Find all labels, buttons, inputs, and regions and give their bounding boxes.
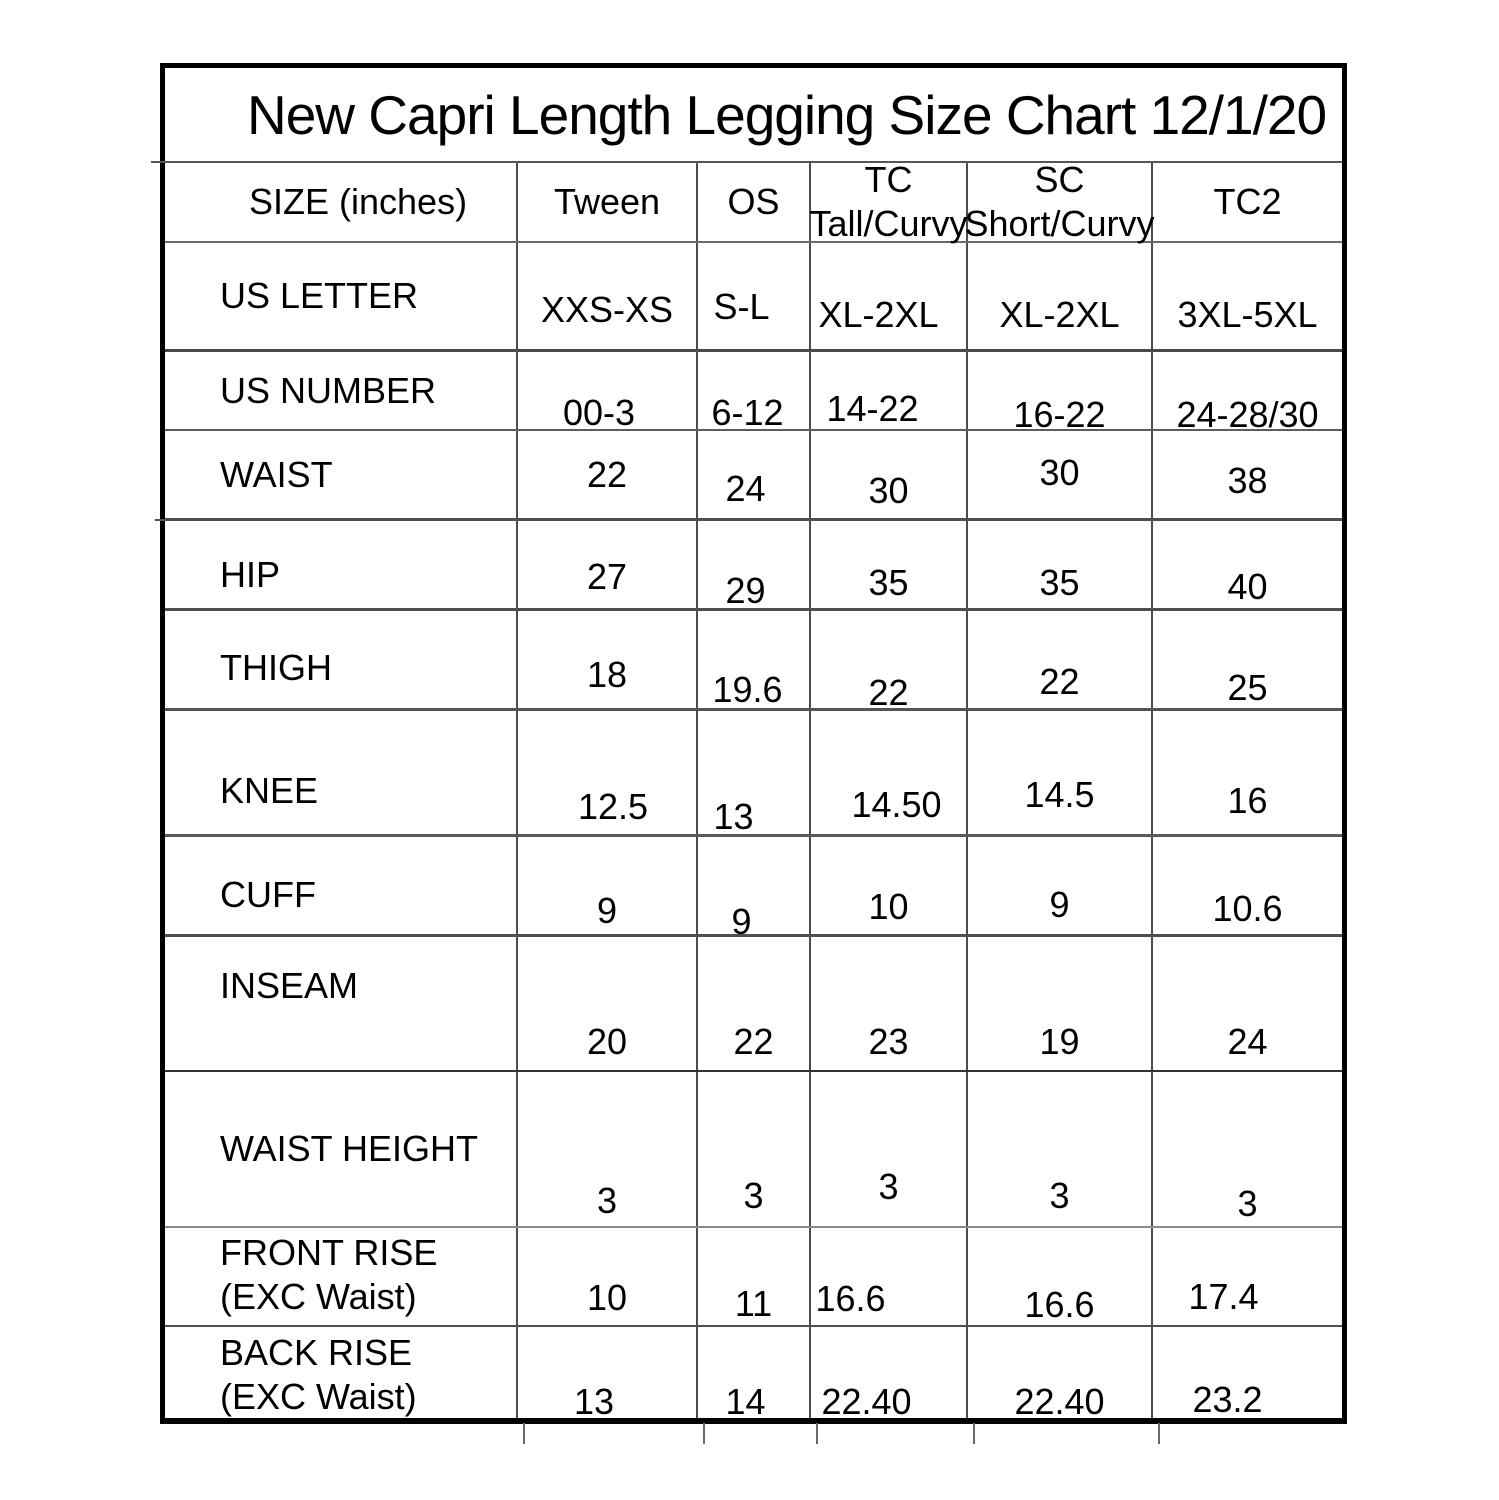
column-line-stub xyxy=(523,1423,525,1444)
value-cell: 14-22 xyxy=(811,352,968,429)
value-cell: 13 xyxy=(518,1327,698,1422)
chart-title: New Capri Length Legging Size Chart 12/1… xyxy=(165,68,1342,163)
value-cell: 3 xyxy=(698,1072,811,1226)
value-cell: 22 xyxy=(518,431,698,518)
header-row: SIZE (inches) Tween OS TC Tall/Curvy SC … xyxy=(165,159,1342,244)
column-header-tc: TC Tall/Curvy xyxy=(809,159,968,244)
value-cell: 18 xyxy=(518,611,698,708)
line-overhang xyxy=(151,161,165,163)
value-cell: 22.40 xyxy=(811,1327,968,1422)
value-cell: 30 xyxy=(811,431,968,518)
value-cell: 25 xyxy=(1227,666,1268,708)
table-row-hip: HIP 27 29 35 35 40 xyxy=(165,521,1342,611)
row-label: BACK RISE (EXC Waist) xyxy=(165,1327,518,1418)
value-cell: 22 xyxy=(968,611,1153,708)
table-row-thigh: THIGH 18 19.6 22 22 25 xyxy=(165,611,1342,713)
value-cell: 3 xyxy=(1237,1183,1258,1225)
value-cell: 3 xyxy=(811,1072,968,1226)
value-cell: 20 xyxy=(518,937,698,1070)
value-cell: 30 xyxy=(968,431,1153,518)
value-cell: 35 xyxy=(968,521,1153,608)
table-row-waist: WAIST 22 24 30 30 38 xyxy=(165,431,1342,521)
value-cell: 3 xyxy=(518,1072,698,1226)
value-cell: 3XL-5XL xyxy=(1177,294,1318,336)
table-row-knee: KNEE 12.5 13 14.50 14.5 16 xyxy=(165,711,1342,837)
column-line-stub xyxy=(973,1423,975,1444)
value-cell: XL-2XL xyxy=(811,243,968,349)
value-cell: 16.6 xyxy=(968,1228,1153,1325)
value-cell: 00-3 xyxy=(518,352,698,433)
table-row-us-letter: US LETTER XXS-XS S-L XL-2XL XL-2XL 3XL-5… xyxy=(165,243,1342,352)
row-label: THIGH xyxy=(165,611,518,708)
value-cell: 19.6 xyxy=(698,611,811,710)
column-line-stub xyxy=(703,1423,705,1444)
line-overhang xyxy=(155,519,165,521)
value-cell: 22 xyxy=(811,611,968,713)
value-cell: 10.6 xyxy=(1212,887,1283,929)
value-cell: 22.40 xyxy=(968,1327,1153,1422)
column-header-os: OS xyxy=(698,163,811,241)
value-cell: 24 xyxy=(1227,1020,1268,1062)
value-cell: 17.4 xyxy=(1188,1275,1259,1317)
row-label: FRONT RISE (EXC Waist) xyxy=(165,1228,518,1325)
value-cell: 9 xyxy=(518,837,698,934)
row-label: WAIST xyxy=(165,431,518,518)
column-header-tc2: TC2 xyxy=(1213,181,1282,223)
table-row-back-rise: BACK RISE (EXC Waist) 13 14 22.40 22.40 … xyxy=(165,1327,1342,1422)
table-row-inseam: INSEAM 20 22 23 19 24 xyxy=(165,937,1342,1072)
row-label: HIP xyxy=(165,521,518,608)
table-row-waist-height: WAIST HEIGHT 3 3 3 3 3 xyxy=(165,1072,1342,1228)
table-row-us-number: US NUMBER 00-3 6-12 14-22 16-22 24-28/30 xyxy=(165,352,1342,435)
value-cell: 12.5 xyxy=(518,711,698,834)
value-cell: 6-12 xyxy=(698,352,811,433)
value-cell: XL-2XL xyxy=(968,243,1153,349)
value-cell: 27 xyxy=(518,521,698,608)
value-cell: 16.6 xyxy=(811,1228,968,1325)
value-cell: 24 xyxy=(698,431,811,518)
column-line-stub xyxy=(1158,1423,1160,1444)
value-cell: 40 xyxy=(1227,565,1268,607)
header-size-label: SIZE (inches) xyxy=(165,163,518,241)
row-label: US NUMBER xyxy=(165,352,518,429)
value-cell: 35 xyxy=(811,521,968,608)
size-chart-table: New Capri Length Legging Size Chart 12/1… xyxy=(151,63,1347,1444)
value-cell: 19 xyxy=(968,937,1153,1070)
table-row-cuff: CUFF 9 9 10 9 10.6 xyxy=(165,837,1342,942)
value-cell: 10 xyxy=(518,1228,698,1325)
value-cell: 11 xyxy=(698,1228,811,1325)
row-label: KNEE xyxy=(165,711,518,834)
value-cell: 22 xyxy=(698,937,811,1070)
row-label: CUFF xyxy=(165,837,518,934)
row-label: INSEAM xyxy=(165,937,518,1070)
row-label: US LETTER xyxy=(165,243,518,349)
value-cell: 14 xyxy=(698,1327,811,1422)
value-cell: 23 xyxy=(811,937,968,1070)
value-cell: S-L xyxy=(698,243,811,349)
value-cell: 9 xyxy=(698,837,811,942)
value-cell: 3 xyxy=(968,1072,1153,1226)
value-cell: 16-22 xyxy=(968,352,1153,435)
value-cell: 10 xyxy=(811,837,968,934)
value-cell: 23.2 xyxy=(1192,1378,1263,1420)
value-cell: 24-28/30 xyxy=(1176,393,1319,435)
value-cell: 38 xyxy=(1227,459,1268,501)
value-cell: XXS-XS xyxy=(518,243,698,349)
value-cell: 16 xyxy=(1227,779,1268,821)
column-header-tween: Tween xyxy=(518,163,698,241)
value-cell: 14.50 xyxy=(811,711,968,834)
column-header-sc: SC Short/Curvy xyxy=(964,159,1155,244)
value-cell: 9 xyxy=(968,837,1153,934)
column-line-stub xyxy=(816,1423,818,1444)
row-label: WAIST HEIGHT xyxy=(165,1072,518,1226)
value-cell: 13 xyxy=(698,711,811,837)
value-cell: 29 xyxy=(698,521,811,611)
value-cell: 14.5 xyxy=(968,711,1153,834)
table-row-front-rise: FRONT RISE (EXC Waist) 10 11 16.6 16.6 1… xyxy=(165,1228,1342,1327)
